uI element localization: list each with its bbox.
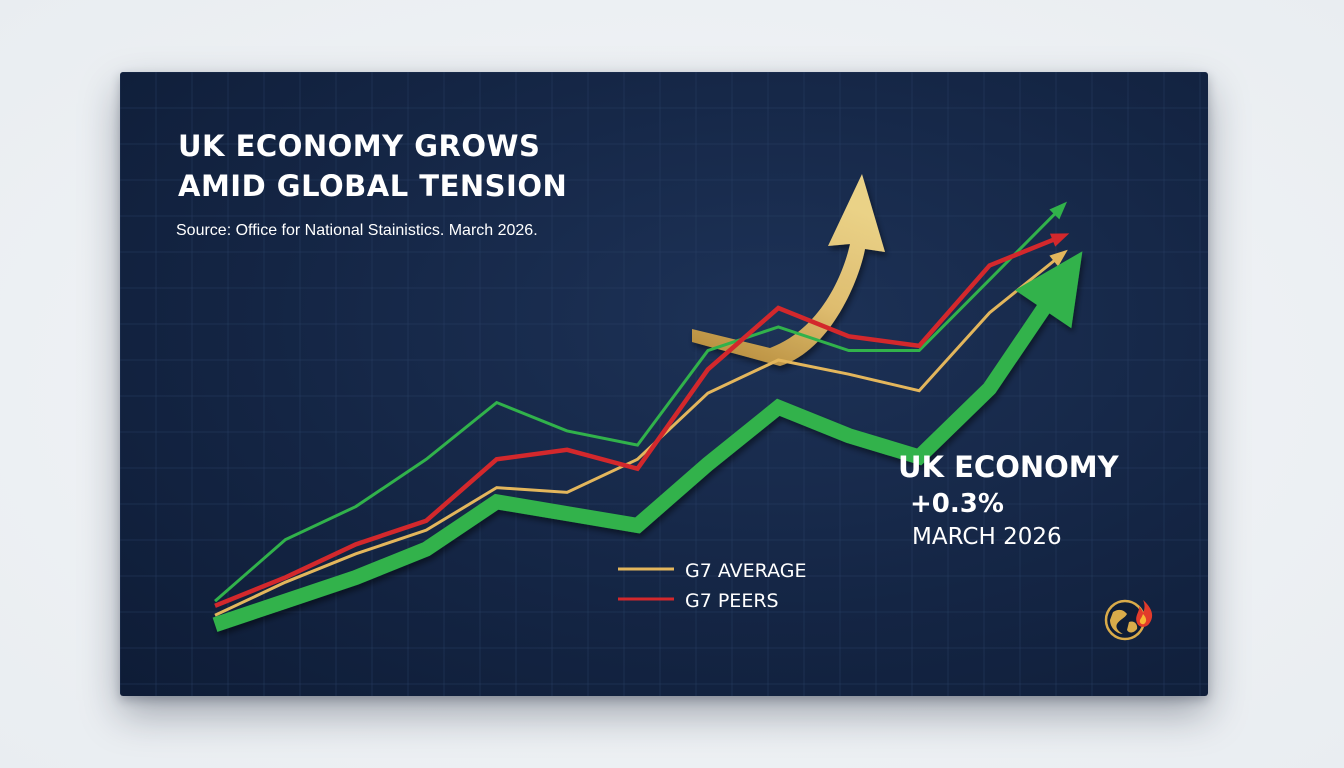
chart-svg: UK ECONOMY GROWS AMID GLOBAL TENSION Sou… — [120, 72, 1208, 696]
legend-label-g7-average: G7 AVERAGE — [685, 560, 806, 582]
series-line-uk — [212, 280, 1067, 632]
callout-value: +0.3% — [910, 489, 1004, 519]
series-arrowhead-thin-green — [1049, 201, 1068, 220]
chart-title-line-2: AMID GLOBAL TENSION — [178, 169, 567, 203]
series-line-g7-average — [214, 254, 1061, 617]
callout-date: MARCH 2026 — [912, 524, 1062, 550]
series-line-thin-green — [214, 207, 1062, 603]
chart-card: UK ECONOMY GROWS AMID GLOBAL TENSION Sou… — [120, 72, 1208, 696]
series-arrowhead-g7-peers — [1049, 233, 1070, 247]
callout-label: UK ECONOMY — [898, 450, 1120, 484]
series-arrowhead-uk — [1015, 251, 1083, 329]
globe-flame-icon — [1104, 599, 1153, 641]
chart-grid — [120, 72, 1208, 696]
gold-growth-arrow — [692, 174, 885, 366]
chart-legend: G7 AVERAGE G7 PEERS — [618, 560, 806, 612]
chart-title-line-1: UK ECONOMY GROWS — [178, 129, 540, 163]
series-layer — [212, 201, 1083, 632]
series-thin-green — [214, 201, 1068, 603]
series-g7-average — [214, 249, 1068, 617]
series-line-g7-peers — [214, 235, 1061, 608]
chart-source: Source: Office for National Stainistics.… — [176, 222, 538, 239]
series-uk — [212, 251, 1083, 632]
legend-label-g7-peers: G7 PEERS — [685, 590, 779, 612]
series-arrowhead-g7-average — [1049, 249, 1068, 267]
series-g7-peers — [214, 233, 1070, 608]
